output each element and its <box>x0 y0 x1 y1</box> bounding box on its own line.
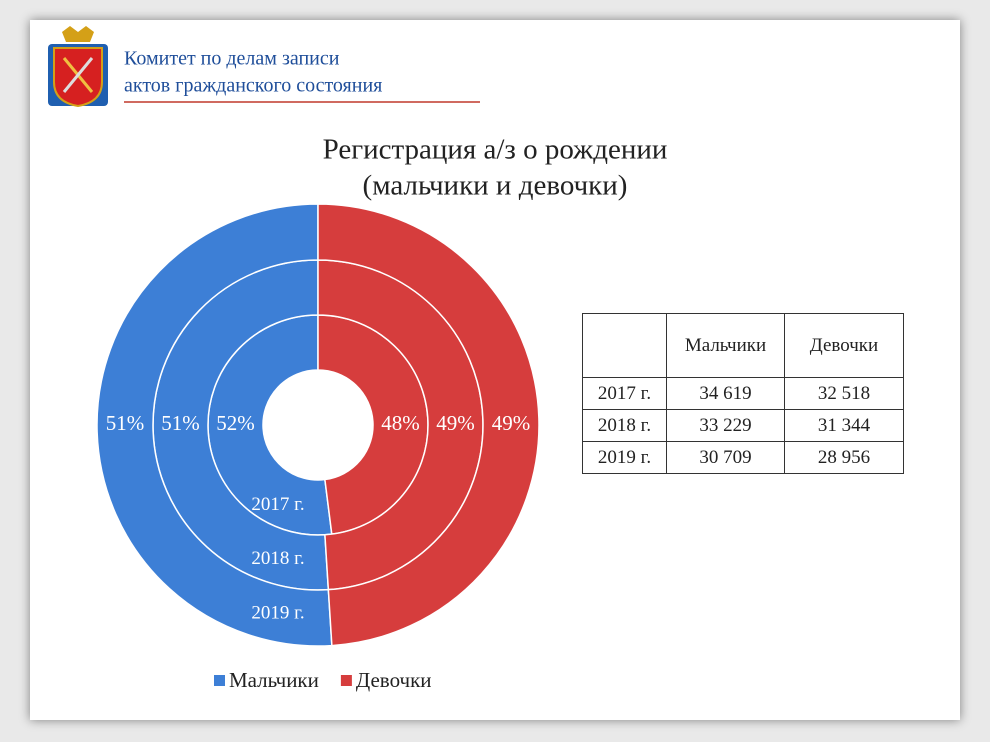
table-cell: 2019 г. <box>582 441 667 474</box>
legend-label: Девочки <box>356 668 432 692</box>
ring-label: 2018 г. <box>251 548 304 569</box>
chart-title: (мальчики и девочки) <box>363 170 628 202</box>
table-row: 2017 г. 34 619 32 518 <box>582 377 904 410</box>
data-label: 51% <box>161 411 200 435</box>
legend-swatch <box>214 675 225 686</box>
table-cell: 34 619 <box>666 377 785 410</box>
table-cell: 31 344 <box>784 409 904 442</box>
coat-of-arms <box>48 26 108 108</box>
org-name: Комитет по делам записи <box>124 48 340 70</box>
data-label: 48% <box>381 411 420 435</box>
ring-segment <box>96 203 333 647</box>
chart-title: Регистрация а/з о рождении <box>323 134 668 166</box>
table-header: Мальчики Девочки <box>582 313 904 378</box>
data-label: 52% <box>216 411 255 435</box>
ring-label: 2019 г. <box>251 602 304 623</box>
table-cell: 32 518 <box>784 377 904 410</box>
ring-label: 2017 г. <box>251 494 304 515</box>
table-cell: 2017 г. <box>582 377 667 410</box>
data-label: 49% <box>492 411 531 435</box>
legend-swatch <box>340 675 352 686</box>
table-row: 2019 г. 30 709 28 956 <box>582 441 904 474</box>
ring-segment <box>317 203 540 647</box>
table-cell: 30 709 <box>666 441 785 474</box>
table-cell: Девочки <box>784 313 904 378</box>
table-cell: 28 956 <box>784 441 904 474</box>
data-table: Мальчики Девочки 2017 г. 34 619 32 518 2018 г… <box>582 313 904 474</box>
legend-label: Мальчики <box>229 668 319 692</box>
table-cell: 33 229 <box>666 409 785 442</box>
table-cell: 2018 г. <box>582 409 667 442</box>
data-label: 51% <box>106 411 145 435</box>
table-row: 2018 г. 33 229 31 344 <box>582 409 904 442</box>
table-cell: Мальчики <box>666 313 785 378</box>
data-label: 49% <box>436 411 475 435</box>
table-cell <box>582 313 667 378</box>
org-name: актов гражданского состояния <box>124 75 382 97</box>
